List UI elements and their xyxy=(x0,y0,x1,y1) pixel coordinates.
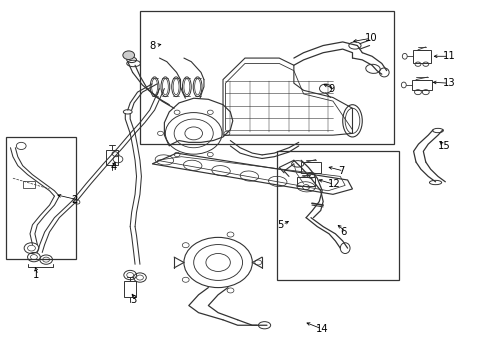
Text: 8: 8 xyxy=(150,41,156,50)
Circle shape xyxy=(123,51,135,59)
Bar xyxy=(5,137,76,259)
Text: 6: 6 xyxy=(340,227,346,237)
Text: 14: 14 xyxy=(316,324,328,334)
Bar xyxy=(413,50,431,63)
Text: 15: 15 xyxy=(438,141,451,151)
Bar xyxy=(297,177,315,186)
Bar xyxy=(23,181,35,188)
Text: 12: 12 xyxy=(328,179,341,189)
Text: 3: 3 xyxy=(130,295,136,305)
Text: 5: 5 xyxy=(277,220,283,230)
Text: 9: 9 xyxy=(328,84,335,94)
Text: 7: 7 xyxy=(338,166,344,176)
Text: 10: 10 xyxy=(365,33,377,43)
Text: 13: 13 xyxy=(443,78,456,88)
Bar xyxy=(124,282,136,297)
Bar xyxy=(140,12,394,144)
Text: 1: 1 xyxy=(32,270,39,280)
Bar xyxy=(277,151,399,280)
Bar xyxy=(412,80,432,90)
Bar xyxy=(301,162,321,173)
Text: 2: 2 xyxy=(72,195,78,205)
Text: 11: 11 xyxy=(443,51,456,61)
Text: 4: 4 xyxy=(111,162,117,172)
Bar xyxy=(106,149,118,165)
